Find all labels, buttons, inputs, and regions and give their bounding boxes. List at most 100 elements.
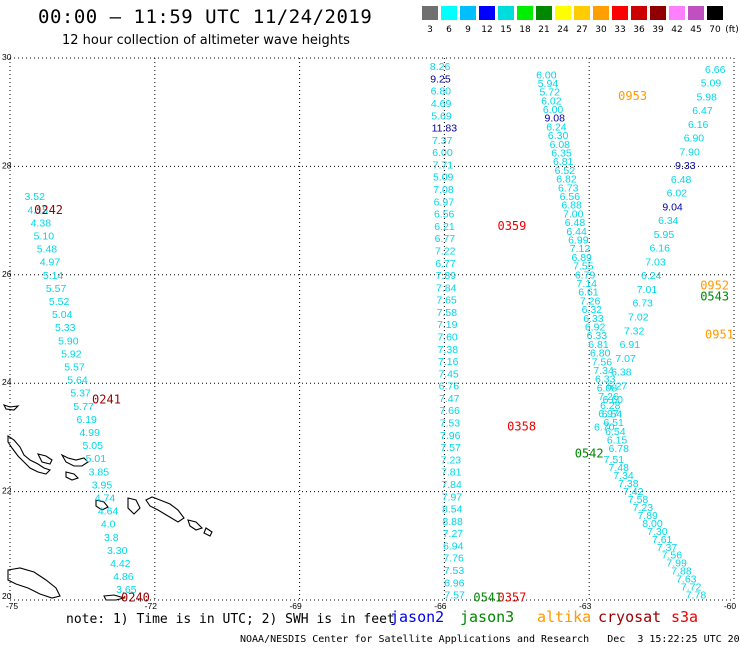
wave-height-value: 3.65 [116, 584, 137, 596]
wave-height-value: 9.08 [545, 113, 566, 125]
legend-label: 21 [538, 25, 550, 35]
wave-height-value: 7.57 [440, 442, 461, 454]
wave-height-value: 5.09 [701, 78, 722, 90]
wave-height-value: 6.08 [597, 382, 618, 394]
wave-height-value: 5.09 [433, 172, 454, 184]
wave-height-value: 6.88 [561, 200, 582, 212]
satellite-s3a: s3a [671, 608, 699, 626]
pass-time-label: 0240 [121, 590, 150, 604]
wave-height-value: 5.92 [61, 348, 82, 360]
wave-height-value: 7.51 [604, 454, 625, 466]
wave-height-value: 9.25 [430, 73, 451, 85]
wave-height-value: 5.57 [64, 361, 85, 373]
wave-height-value: 5.05 [83, 440, 104, 452]
wave-height-value: 6.96 [444, 577, 465, 589]
wave-height-value: 3.52 [24, 191, 45, 203]
pass-time-label: 0542 [575, 447, 604, 461]
wave-height-value: 6.38 [611, 367, 632, 379]
wave-height-value: 7.00 [563, 208, 584, 220]
wave-height-value: 6.32 [582, 304, 603, 316]
wave-height-value: 6.51 [603, 417, 624, 429]
wave-height-value: 4.69 [431, 98, 452, 110]
island-outline [103, 594, 127, 601]
lat-tick-label: 24 [2, 377, 12, 387]
wave-height-value: 6.16 [650, 243, 671, 255]
wave-height-value: 6.60 [603, 394, 624, 406]
wave-height-value: 7.42 [623, 486, 644, 498]
wave-height-value: 7.30 [647, 526, 668, 538]
wave-height-value: 4.0 [101, 519, 116, 531]
lat-tick-label: 30 [2, 52, 12, 62]
wave-height-value: 6.24 [641, 270, 662, 282]
island-outline [7, 434, 52, 475]
legend-label: 15 [500, 25, 512, 35]
wave-height-value: 7.14 [577, 278, 598, 290]
wave-height-value: 7.53 [444, 565, 465, 577]
wave-height-value: 5.33 [55, 322, 76, 334]
legend-label: 30 [595, 25, 607, 35]
wave-height-value: 4.42 [110, 558, 131, 570]
lon-tick-label: -63 [579, 601, 592, 611]
wave-height-value: 6.92 [585, 321, 606, 333]
wave-height-value: 6.70 [594, 422, 615, 434]
wave-height-value: 6.33 [595, 374, 616, 386]
pass-time-label: 0951 [705, 327, 734, 341]
lat-tick-label: 22 [2, 486, 12, 496]
wave-height-value: 6.54 [602, 408, 623, 420]
wave-height-value: 5.69 [431, 110, 452, 122]
wave-height-value: 5.52 [49, 296, 70, 308]
pass-time-label: 0242 [34, 203, 63, 217]
legend-label: 27 [576, 25, 588, 35]
wave-height-value: 6.28 [600, 400, 621, 412]
wave-height-value: 7.89 [436, 270, 457, 282]
wave-height-value: 4.97 [40, 257, 61, 269]
legend-swatch [669, 6, 685, 20]
lon-tick-label: -72 [145, 601, 158, 611]
wave-height-value: 3.85 [89, 466, 110, 478]
wave-height-value: 5.72 [539, 87, 560, 99]
wave-height-value: 7.19 [437, 319, 458, 331]
wave-height-value: 6.76 [439, 381, 460, 393]
wave-height-value: 5.64 [67, 375, 88, 387]
wave-height-value: 6.00 [536, 69, 557, 81]
wave-height-value: 7.34 [593, 365, 614, 377]
wave-height-value: 6.48 [565, 217, 586, 229]
wave-height-value: 7.01 [637, 284, 658, 296]
satellite-jason2: jason2 [390, 608, 445, 626]
wave-height-value: 6.24 [546, 121, 567, 133]
wave-height-value: 7.26 [598, 391, 619, 403]
legend-label: 42 [671, 25, 683, 35]
wave-height-value: 5.48 [37, 244, 58, 256]
legend-label: 12 [481, 25, 493, 35]
wave-height-value: 7.07 [615, 353, 636, 365]
legend-swatch [688, 6, 704, 20]
wave-height-value: 6.56 [434, 209, 455, 221]
legend-swatch [555, 6, 571, 20]
wave-height-value: 6.56 [560, 191, 581, 203]
wave-height-value: 7.38 [438, 344, 459, 356]
wave-height-value: 6.08 [550, 139, 571, 151]
wave-height-value: 6.33 [587, 330, 608, 342]
wave-height-value: 7.26 [580, 295, 601, 307]
wave-height-value: 5.90 [58, 335, 79, 347]
wave-height-value: 7.23 [441, 454, 462, 466]
wave-height-value: 4.74 [95, 492, 116, 504]
wave-height-value: 7.58 [628, 494, 649, 506]
wave-height-value: 6.15 [607, 435, 628, 447]
wave-height-value: 7.97 [442, 491, 463, 503]
legend-label: 33 [614, 25, 626, 35]
legend-swatch [479, 6, 495, 20]
wave-height-value: 7.58 [437, 307, 458, 319]
lon-tick-label: -60 [724, 601, 737, 611]
wave-height-value: 9.33 [675, 160, 696, 172]
wave-height-value: 6.89 [571, 252, 592, 264]
wave-height-value: 6.16 [688, 119, 709, 131]
wave-height-value: 5.77 [73, 401, 94, 413]
legend-label: 24 [557, 25, 569, 35]
wave-height-value: 6.21 [434, 221, 455, 233]
wave-height-value: 7.47 [439, 393, 460, 405]
wave-height-value: 5.98 [697, 91, 718, 103]
wave-height-value: 4.64 [98, 506, 119, 518]
legend-swatch [631, 6, 647, 20]
